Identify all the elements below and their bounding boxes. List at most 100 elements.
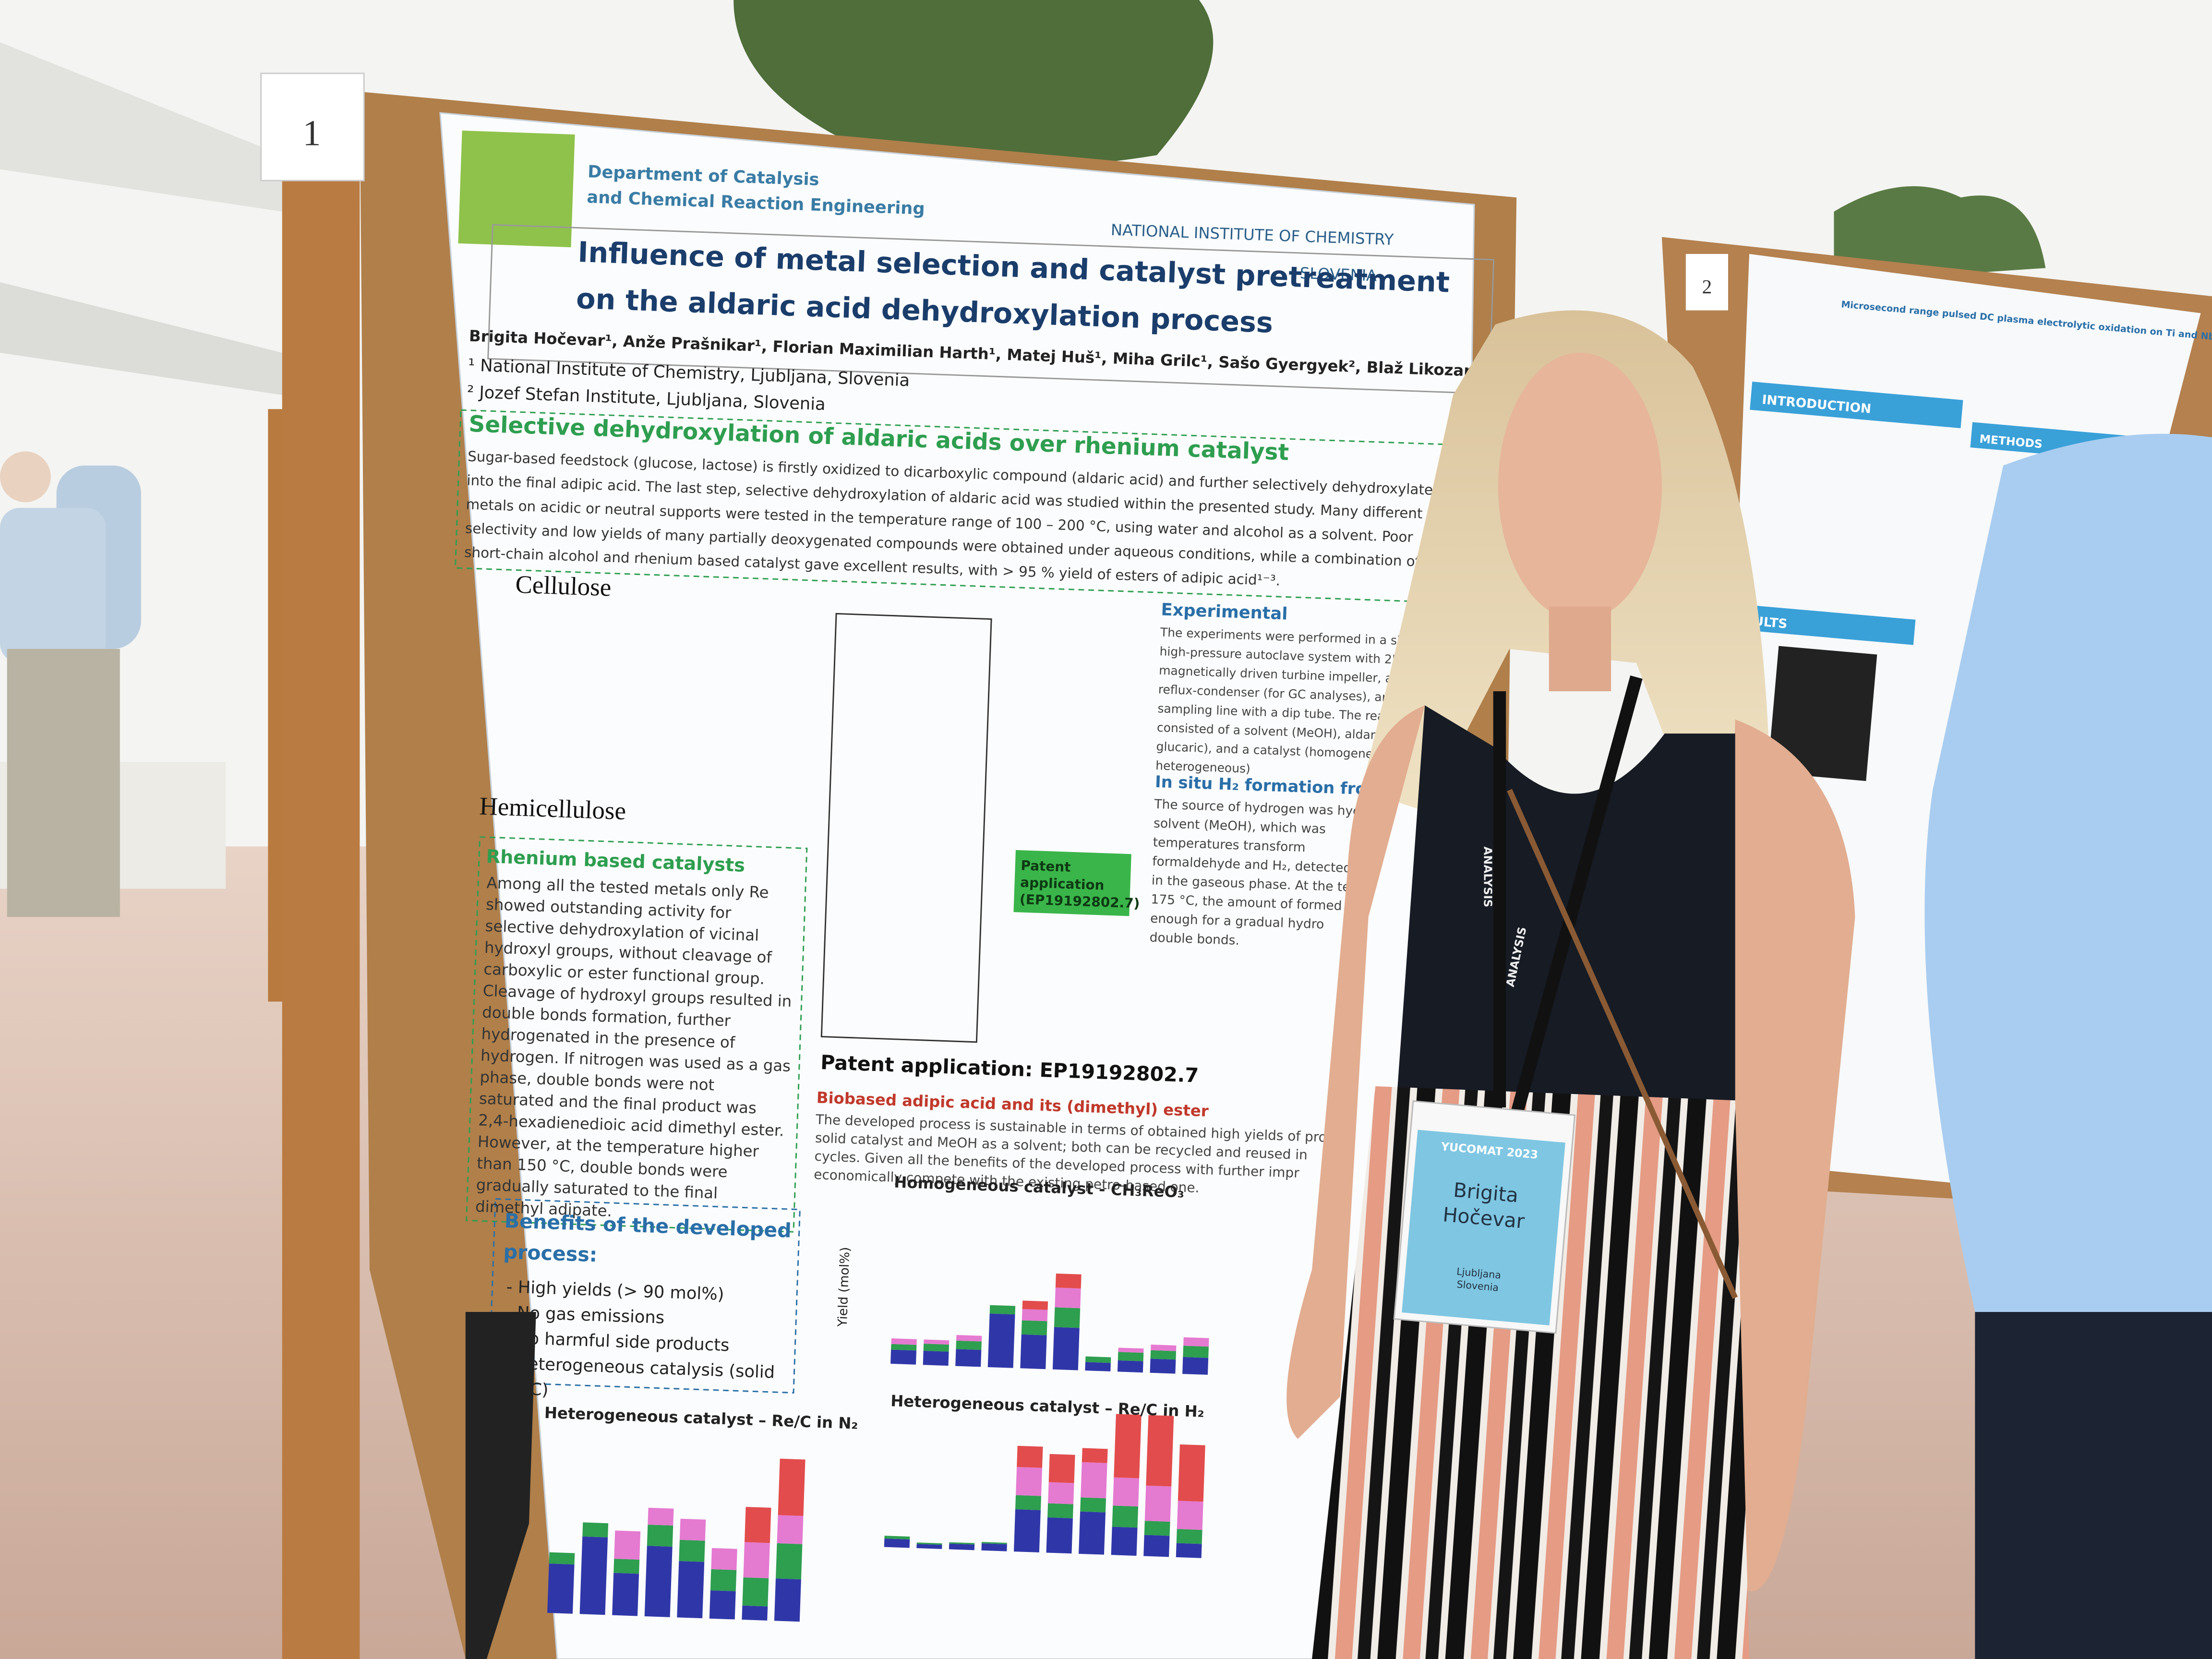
figure-block [1113, 1477, 1140, 1507]
figure-block [1178, 1444, 1205, 1502]
figure-block [1015, 1495, 1041, 1510]
heading-bar [1750, 382, 1963, 428]
badge: YUCOMAT 2023BrigitaHočevarLjubljanaSlove… [1393, 1100, 1576, 1334]
face [1498, 352, 1662, 621]
figure-block [743, 1542, 770, 1578]
figure-block [677, 1561, 705, 1619]
figure-block [923, 1350, 949, 1366]
figure-block [916, 1544, 942, 1549]
figure-block [891, 1338, 917, 1345]
text: SLOVENIA [1299, 264, 1377, 285]
badge-card [1402, 1130, 1565, 1326]
figure-block [891, 1344, 917, 1351]
figure-block [549, 1552, 575, 1564]
text: process: [503, 1240, 598, 1267]
figure-block [647, 1525, 673, 1547]
text: Patent [1021, 857, 1071, 875]
text: heterogeneous) [1155, 758, 1250, 776]
canopy [0, 42, 282, 212]
figure-block [547, 1563, 575, 1614]
figure-block [710, 1569, 737, 1591]
figure-block [884, 1536, 910, 1539]
top [1396, 705, 1735, 1101]
lanyard [1493, 675, 1643, 1117]
figure-block [884, 1539, 910, 1548]
figure-block [1146, 1415, 1174, 1487]
figure-block [613, 1559, 640, 1574]
figure-block [955, 1349, 982, 1367]
figure-block [1021, 1320, 1047, 1335]
figure-block [1114, 1414, 1142, 1479]
person [0, 507, 106, 663]
scheme [820, 613, 992, 1043]
figure-block [1081, 1462, 1107, 1499]
patent-box [1013, 850, 1131, 916]
figure-block [949, 1543, 975, 1551]
figure-block [1085, 1362, 1111, 1371]
figure-block [679, 1539, 705, 1562]
figure-block [1150, 1358, 1176, 1374]
bag-strap [1507, 789, 1738, 1299]
neck [1549, 606, 1611, 691]
text: double bonds. [1149, 930, 1239, 948]
poster-figures [547, 1273, 1209, 1622]
figure-block [778, 1458, 805, 1516]
figure-block [644, 1546, 673, 1617]
text: 2 [1702, 276, 1712, 298]
text: Hemicellulose [479, 792, 626, 825]
figure-block [1183, 1337, 1209, 1347]
figure-block [582, 1522, 609, 1538]
figure-block [1117, 1360, 1143, 1373]
figure-block [1144, 1485, 1172, 1522]
figure-block [1118, 1347, 1144, 1353]
text: Brigita [1453, 1178, 1519, 1207]
figure-block [923, 1344, 950, 1352]
figure-block [1054, 1307, 1081, 1328]
person-shirt [1924, 433, 2212, 1355]
figure-block [648, 1507, 674, 1526]
figure-block [956, 1340, 982, 1350]
figure-block [981, 1542, 1007, 1544]
figure-block [1022, 1300, 1048, 1310]
figure-block [1112, 1505, 1139, 1528]
figure-block [1055, 1287, 1081, 1309]
figure-block [709, 1590, 736, 1620]
figure-block [1183, 1346, 1209, 1358]
figure-block [742, 1605, 768, 1621]
figure-block [1177, 1501, 1203, 1530]
figure-block [1144, 1521, 1170, 1536]
heading-bar [1716, 602, 1916, 645]
number-card [1685, 253, 1728, 311]
figure-block [711, 1548, 737, 1570]
person-trousers [1975, 1312, 2212, 1659]
title-box [487, 224, 1495, 395]
figure-block [1080, 1497, 1106, 1513]
figure-block [1016, 1467, 1042, 1496]
figure-block [1150, 1350, 1177, 1360]
figure-block [1046, 1517, 1073, 1554]
intro-box [454, 409, 1457, 603]
figure-block [579, 1536, 608, 1615]
figure-block [1013, 1509, 1041, 1552]
arm [1721, 719, 1855, 1591]
number-card [260, 72, 365, 181]
figure-block [1052, 1327, 1080, 1370]
figure-block [1176, 1543, 1202, 1558]
text: Cellulose [515, 570, 612, 601]
text: application [1020, 875, 1105, 893]
figure-block [890, 1349, 916, 1365]
figure-block [1022, 1309, 1048, 1322]
figure-block [1176, 1529, 1202, 1544]
figure-block [1017, 1445, 1043, 1468]
benefits-box [488, 1198, 801, 1394]
tree [1834, 186, 2046, 282]
figure-block [614, 1530, 641, 1560]
figure-block [1079, 1511, 1106, 1555]
figure-block [1143, 1535, 1170, 1557]
figure-block [981, 1543, 1007, 1551]
figure-block [742, 1577, 769, 1607]
board-number: 1 [302, 113, 321, 154]
figure-block [1182, 1357, 1209, 1375]
figure-block [777, 1515, 804, 1544]
